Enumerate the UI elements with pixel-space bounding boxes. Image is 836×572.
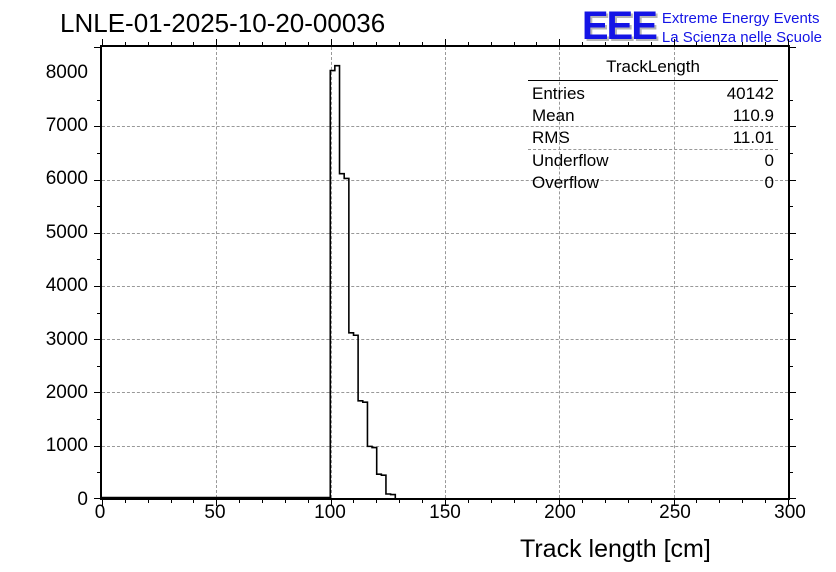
tick-y-8000 xyxy=(94,47,102,48)
histogram-root: LNLE-01-2025-10-20-00036 EEE Extreme Ene… xyxy=(0,0,836,572)
tick-y-7000 xyxy=(94,126,102,127)
tick-y-3000 xyxy=(94,339,102,340)
stats-box: TrackLength Entries 40142 Mean 110.9 RMS… xyxy=(528,57,778,194)
eee-mark: EEE xyxy=(582,6,656,46)
tick-y-1000 xyxy=(94,446,102,447)
stats-title: TrackLength xyxy=(528,57,778,81)
tick-y-4000 xyxy=(94,286,102,287)
ytick-4000: 4000 xyxy=(46,275,88,297)
tick-y-5000 xyxy=(94,233,102,234)
ytick-8000: 8000 xyxy=(46,62,88,84)
ytick-2000: 2000 xyxy=(46,382,88,404)
ytick-1000: 1000 xyxy=(46,435,88,457)
tick-y-2000 xyxy=(94,392,102,393)
ytick-7000: 7000 xyxy=(46,115,88,137)
xtick-200: 200 xyxy=(544,502,576,524)
xtick-250: 250 xyxy=(659,502,691,524)
xtick-50: 50 xyxy=(204,502,225,524)
stats-row-rms: RMS 11.01 xyxy=(528,127,778,149)
stats-row-underflow: Underflow 0 xyxy=(528,149,778,172)
x-axis-title: Track length [cm] xyxy=(520,535,711,564)
page-title: LNLE-01-2025-10-20-00036 xyxy=(60,8,385,39)
xtick-0: 0 xyxy=(95,502,106,524)
eee-logo: EEE Extreme Energy Events La Scienza nel… xyxy=(582,6,822,48)
stats-row-overflow: Overflow 0 xyxy=(528,172,778,194)
stats-row-entries: Entries 40142 xyxy=(528,83,778,105)
plot-area: TrackLength Entries 40142 Mean 110.9 RMS… xyxy=(100,45,790,500)
xtick-150: 150 xyxy=(429,502,461,524)
ytick-0: 0 xyxy=(77,489,88,511)
ytick-5000: 5000 xyxy=(46,222,88,244)
ytick-6000: 6000 xyxy=(46,168,88,190)
stats-row-mean: Mean 110.9 xyxy=(528,105,778,127)
tick-y-6000 xyxy=(94,180,102,181)
tick-y-0 xyxy=(94,498,102,499)
xtick-300: 300 xyxy=(774,502,806,524)
ytick-3000: 3000 xyxy=(46,329,88,351)
eee-logo-line1: Extreme Energy Events xyxy=(662,10,822,29)
xtick-100: 100 xyxy=(314,502,346,524)
